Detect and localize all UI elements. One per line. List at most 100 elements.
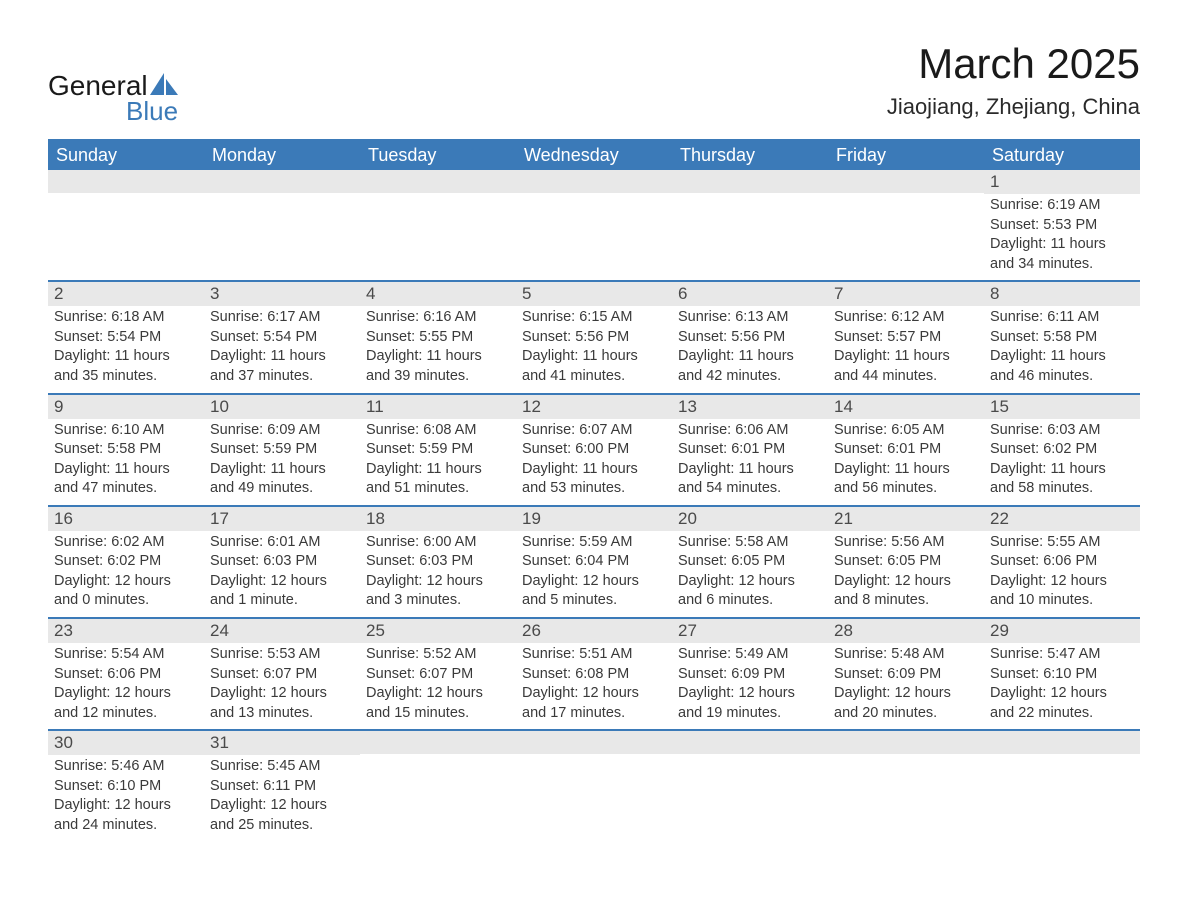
day-number: 29: [984, 619, 1140, 643]
day-cell: 24Sunrise: 5:53 AMSunset: 6:07 PMDayligh…: [204, 619, 360, 729]
sunset-text: Sunset: 6:00 PM: [522, 440, 666, 460]
day-cell: [672, 731, 828, 841]
day-cell: [516, 731, 672, 841]
day-content: Sunrise: 5:47 AMSunset: 6:10 PMDaylight:…: [984, 643, 1140, 729]
day-cell: [48, 170, 204, 280]
day-cell: [984, 731, 1140, 841]
day-content: Sunrise: 6:08 AMSunset: 5:59 PMDaylight:…: [360, 419, 516, 505]
day-content: Sunrise: 6:02 AMSunset: 6:02 PMDaylight:…: [48, 531, 204, 617]
daylight-text: Daylight: 11 hours and 37 minutes.: [210, 347, 354, 386]
daylight-text: Daylight: 11 hours and 54 minutes.: [678, 460, 822, 499]
daylight-text: Daylight: 12 hours and 8 minutes.: [834, 572, 978, 611]
sunset-text: Sunset: 5:53 PM: [990, 216, 1134, 236]
sunset-text: Sunset: 5:59 PM: [210, 440, 354, 460]
day-cell: 26Sunrise: 5:51 AMSunset: 6:08 PMDayligh…: [516, 619, 672, 729]
sunset-text: Sunset: 5:54 PM: [210, 328, 354, 348]
day-content: Sunrise: 5:49 AMSunset: 6:09 PMDaylight:…: [672, 643, 828, 729]
day-number-empty: [204, 170, 360, 193]
sunset-text: Sunset: 6:08 PM: [522, 665, 666, 685]
day-number: 1: [984, 170, 1140, 194]
header: General Blue March 2025 Jiaojiang, Zheji…: [48, 40, 1140, 127]
day-cell: 31Sunrise: 5:45 AMSunset: 6:11 PMDayligh…: [204, 731, 360, 841]
daylight-text: Daylight: 12 hours and 24 minutes.: [54, 796, 198, 835]
daylight-text: Daylight: 12 hours and 15 minutes.: [366, 684, 510, 723]
day-cell: 19Sunrise: 5:59 AMSunset: 6:04 PMDayligh…: [516, 507, 672, 617]
sunrise-text: Sunrise: 6:07 AM: [522, 421, 666, 441]
daylight-text: Daylight: 11 hours and 49 minutes.: [210, 460, 354, 499]
day-content: Sunrise: 5:52 AMSunset: 6:07 PMDaylight:…: [360, 643, 516, 729]
day-number: 21: [828, 507, 984, 531]
day-number-empty: [672, 170, 828, 193]
day-cell: 15Sunrise: 6:03 AMSunset: 6:02 PMDayligh…: [984, 395, 1140, 505]
day-number-empty: [516, 731, 672, 754]
day-number: 8: [984, 282, 1140, 306]
day-number: 20: [672, 507, 828, 531]
day-cell: 11Sunrise: 6:08 AMSunset: 5:59 PMDayligh…: [360, 395, 516, 505]
sunset-text: Sunset: 6:04 PM: [522, 552, 666, 572]
day-header-row: Sunday Monday Tuesday Wednesday Thursday…: [48, 141, 1140, 170]
week-row: 23Sunrise: 5:54 AMSunset: 6:06 PMDayligh…: [48, 619, 1140, 731]
day-cell: 18Sunrise: 6:00 AMSunset: 6:03 PMDayligh…: [360, 507, 516, 617]
day-header-thu: Thursday: [672, 141, 828, 170]
logo-word2: Blue: [126, 96, 178, 127]
day-cell: 16Sunrise: 6:02 AMSunset: 6:02 PMDayligh…: [48, 507, 204, 617]
daylight-text: Daylight: 12 hours and 5 minutes.: [522, 572, 666, 611]
day-content: Sunrise: 5:59 AMSunset: 6:04 PMDaylight:…: [516, 531, 672, 617]
day-cell: 28Sunrise: 5:48 AMSunset: 6:09 PMDayligh…: [828, 619, 984, 729]
day-cell: 20Sunrise: 5:58 AMSunset: 6:05 PMDayligh…: [672, 507, 828, 617]
sunrise-text: Sunrise: 5:55 AM: [990, 533, 1134, 553]
weeks-container: 1Sunrise: 6:19 AMSunset: 5:53 PMDaylight…: [48, 170, 1140, 842]
day-number-empty: [360, 170, 516, 193]
daylight-text: Daylight: 11 hours and 53 minutes.: [522, 460, 666, 499]
sunset-text: Sunset: 5:57 PM: [834, 328, 978, 348]
day-cell: 22Sunrise: 5:55 AMSunset: 6:06 PMDayligh…: [984, 507, 1140, 617]
daylight-text: Daylight: 11 hours and 41 minutes.: [522, 347, 666, 386]
day-cell: 17Sunrise: 6:01 AMSunset: 6:03 PMDayligh…: [204, 507, 360, 617]
sunset-text: Sunset: 6:01 PM: [678, 440, 822, 460]
sunrise-text: Sunrise: 6:09 AM: [210, 421, 354, 441]
sunrise-text: Sunrise: 6:16 AM: [366, 308, 510, 328]
week-row: 9Sunrise: 6:10 AMSunset: 5:58 PMDaylight…: [48, 395, 1140, 507]
daylight-text: Daylight: 11 hours and 58 minutes.: [990, 460, 1134, 499]
sunrise-text: Sunrise: 5:45 AM: [210, 757, 354, 777]
day-number: 12: [516, 395, 672, 419]
sunrise-text: Sunrise: 5:58 AM: [678, 533, 822, 553]
sunrise-text: Sunrise: 5:51 AM: [522, 645, 666, 665]
sunset-text: Sunset: 6:07 PM: [210, 665, 354, 685]
day-content: Sunrise: 6:06 AMSunset: 6:01 PMDaylight:…: [672, 419, 828, 505]
day-content: Sunrise: 5:53 AMSunset: 6:07 PMDaylight:…: [204, 643, 360, 729]
day-number: 15: [984, 395, 1140, 419]
sunrise-text: Sunrise: 5:48 AM: [834, 645, 978, 665]
sunset-text: Sunset: 5:54 PM: [54, 328, 198, 348]
day-cell: 9Sunrise: 6:10 AMSunset: 5:58 PMDaylight…: [48, 395, 204, 505]
day-number: 10: [204, 395, 360, 419]
week-row: 30Sunrise: 5:46 AMSunset: 6:10 PMDayligh…: [48, 731, 1140, 841]
day-cell: 8Sunrise: 6:11 AMSunset: 5:58 PMDaylight…: [984, 282, 1140, 392]
sunset-text: Sunset: 6:01 PM: [834, 440, 978, 460]
day-number-empty: [672, 731, 828, 754]
sunrise-text: Sunrise: 6:01 AM: [210, 533, 354, 553]
daylight-text: Daylight: 11 hours and 34 minutes.: [990, 235, 1134, 274]
day-number: 3: [204, 282, 360, 306]
day-number: 30: [48, 731, 204, 755]
day-number: 14: [828, 395, 984, 419]
day-content: Sunrise: 5:51 AMSunset: 6:08 PMDaylight:…: [516, 643, 672, 729]
sunrise-text: Sunrise: 6:13 AM: [678, 308, 822, 328]
day-cell: 30Sunrise: 5:46 AMSunset: 6:10 PMDayligh…: [48, 731, 204, 841]
day-content: Sunrise: 6:09 AMSunset: 5:59 PMDaylight:…: [204, 419, 360, 505]
day-cell: [360, 731, 516, 841]
sunset-text: Sunset: 6:02 PM: [54, 552, 198, 572]
day-content: Sunrise: 6:05 AMSunset: 6:01 PMDaylight:…: [828, 419, 984, 505]
day-content: Sunrise: 6:11 AMSunset: 5:58 PMDaylight:…: [984, 306, 1140, 392]
sunrise-text: Sunrise: 6:08 AM: [366, 421, 510, 441]
daylight-text: Daylight: 11 hours and 46 minutes.: [990, 347, 1134, 386]
day-number: 4: [360, 282, 516, 306]
sunset-text: Sunset: 6:03 PM: [210, 552, 354, 572]
day-number-empty: [828, 731, 984, 754]
sunset-text: Sunset: 6:05 PM: [834, 552, 978, 572]
daylight-text: Daylight: 12 hours and 12 minutes.: [54, 684, 198, 723]
daylight-text: Daylight: 12 hours and 3 minutes.: [366, 572, 510, 611]
day-number: 11: [360, 395, 516, 419]
sunrise-text: Sunrise: 6:19 AM: [990, 196, 1134, 216]
day-number: 31: [204, 731, 360, 755]
